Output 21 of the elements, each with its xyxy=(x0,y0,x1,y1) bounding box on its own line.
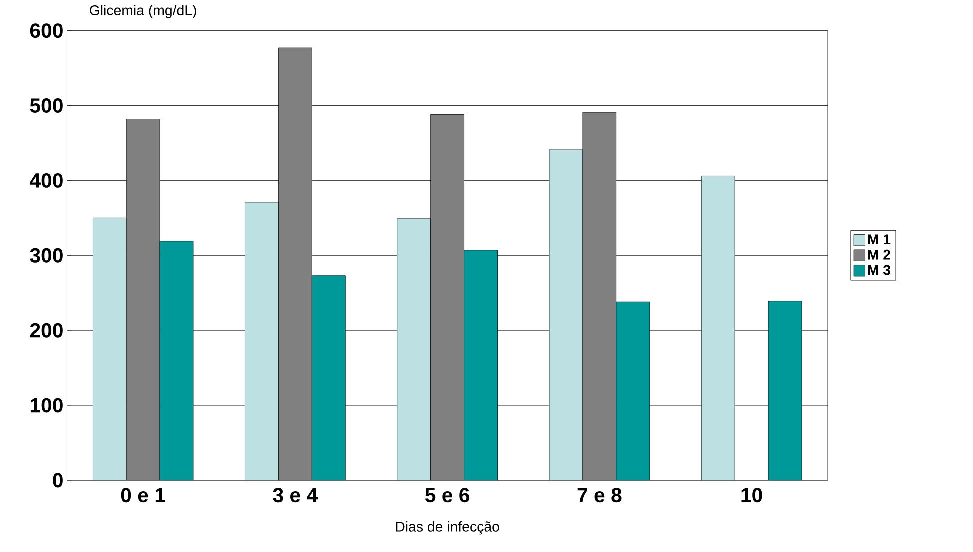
bar xyxy=(278,48,312,481)
y-tick-label: 200 xyxy=(30,323,63,338)
y-axis-title: Glicemia (mg/dL) xyxy=(90,5,196,18)
x-tick-label: 7 e 8 xyxy=(578,488,622,503)
x-tick-label: 3 e 4 xyxy=(273,488,318,503)
x-tick-label: 10 xyxy=(742,488,762,503)
legend-label: M 1 xyxy=(868,234,891,245)
x-tick-label: 0 e 1 xyxy=(121,488,166,503)
x-axis-title: Dias de infecção xyxy=(396,522,500,535)
y-tick-label: 300 xyxy=(30,248,63,263)
y-tick-label: 400 xyxy=(30,174,63,188)
x-tick-label: 5 e 6 xyxy=(425,488,470,503)
bar xyxy=(126,119,160,481)
legend-label: M 3 xyxy=(868,265,891,276)
y-tick-label: 100 xyxy=(30,398,63,413)
bar xyxy=(582,112,617,481)
bar xyxy=(430,114,464,481)
y-tick-label: 600 xyxy=(30,24,63,38)
legend-label: M 2 xyxy=(868,250,890,260)
y-tick-label: 500 xyxy=(30,98,63,114)
y-tick-label: 0 xyxy=(53,473,63,488)
